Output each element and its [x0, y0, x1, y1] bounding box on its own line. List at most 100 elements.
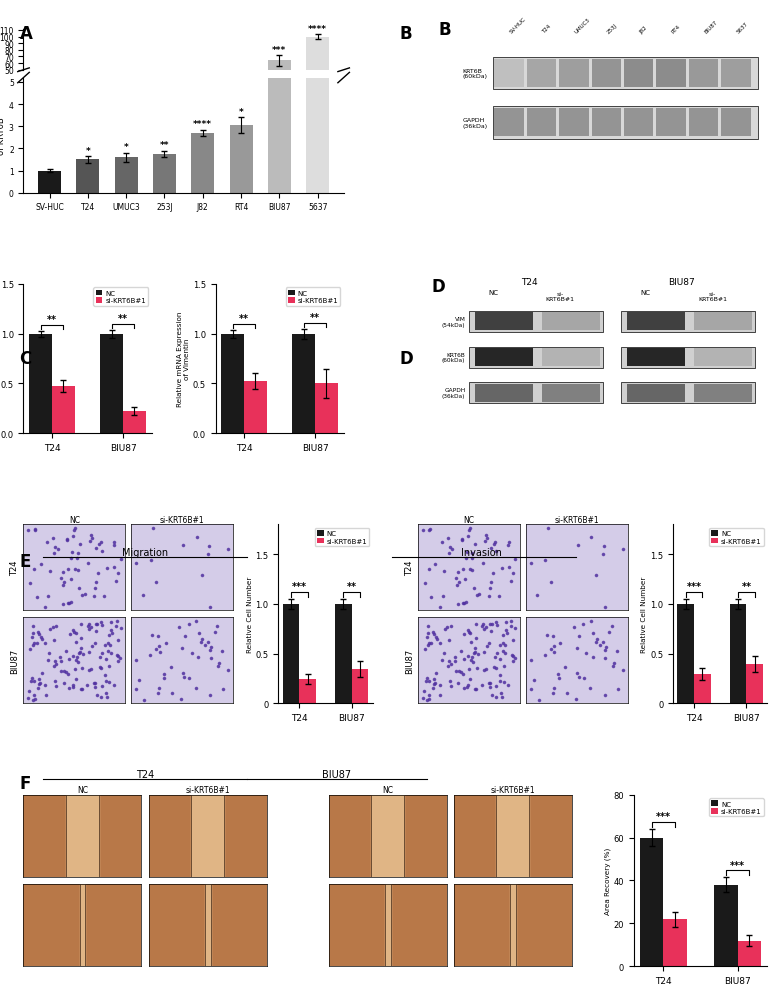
- Point: [455, 665, 467, 680]
- Point: [91, 687, 103, 703]
- Point: [172, 619, 185, 635]
- Point: [222, 663, 235, 678]
- Point: [461, 679, 474, 695]
- Bar: [100, 334, 123, 434]
- Point: [178, 669, 190, 685]
- Point: [138, 692, 150, 708]
- Point: [507, 648, 519, 664]
- Title: si-KRT6B#1: si-KRT6B#1: [490, 785, 535, 794]
- Point: [494, 668, 507, 683]
- Legend: NC, si-KRT6B#1: NC, si-KRT6B#1: [709, 799, 764, 816]
- Point: [136, 588, 149, 603]
- Point: [29, 522, 41, 537]
- Bar: [527, 60, 556, 88]
- Legend: NC, si-KRT6B#1: NC, si-KRT6B#1: [709, 528, 764, 546]
- Text: F: F: [20, 774, 31, 792]
- Point: [31, 635, 43, 651]
- Point: [426, 624, 438, 640]
- Point: [580, 645, 593, 661]
- Point: [204, 651, 217, 667]
- Point: [423, 691, 435, 707]
- Point: [429, 629, 442, 645]
- Point: [417, 523, 429, 538]
- Point: [199, 638, 211, 654]
- Point: [34, 675, 46, 691]
- Point: [38, 636, 51, 652]
- Point: [603, 624, 615, 640]
- Text: ***: ***: [292, 582, 307, 592]
- Point: [478, 622, 490, 638]
- Point: [130, 555, 143, 571]
- Point: [470, 616, 482, 632]
- Point: [476, 618, 489, 634]
- Point: [466, 562, 478, 578]
- Point: [590, 635, 602, 651]
- Point: [86, 639, 99, 655]
- Point: [496, 561, 508, 577]
- Point: [24, 641, 37, 657]
- Point: [70, 653, 82, 669]
- Point: [99, 637, 111, 653]
- Point: [490, 678, 503, 694]
- Point: [192, 650, 204, 666]
- Point: [421, 638, 434, 654]
- Point: [175, 641, 188, 657]
- Text: **: **: [47, 315, 57, 324]
- Point: [428, 671, 440, 687]
- Point: [444, 539, 456, 555]
- Point: [507, 653, 519, 669]
- Point: [176, 666, 189, 681]
- Bar: [510, 883, 515, 966]
- Point: [27, 692, 39, 708]
- Point: [451, 577, 464, 593]
- Point: [539, 553, 551, 569]
- Point: [62, 562, 74, 578]
- Point: [539, 647, 551, 663]
- Bar: [677, 604, 694, 704]
- Point: [420, 670, 433, 686]
- Bar: [559, 60, 589, 88]
- Text: si-
KRT6B#1: si- KRT6B#1: [698, 291, 727, 302]
- Title: NC: NC: [77, 785, 88, 794]
- Point: [571, 666, 583, 681]
- Bar: [493, 106, 758, 139]
- Point: [597, 634, 609, 650]
- Point: [548, 644, 561, 660]
- Point: [26, 629, 38, 645]
- Point: [34, 629, 47, 645]
- Point: [28, 635, 41, 651]
- Bar: [468, 383, 603, 404]
- Point: [49, 654, 61, 669]
- Point: [106, 626, 118, 642]
- Point: [35, 666, 48, 681]
- Text: T24: T24: [542, 24, 552, 35]
- Point: [617, 541, 630, 557]
- Text: GAPDH
(36kDa): GAPDH (36kDa): [442, 388, 465, 399]
- Text: NC: NC: [488, 290, 498, 296]
- Text: KRT6B
(60kDa): KRT6B (60kDa): [463, 68, 488, 79]
- Point: [504, 573, 517, 589]
- Point: [438, 646, 450, 662]
- Point: [423, 562, 435, 578]
- Point: [27, 618, 39, 634]
- Bar: [222, 334, 244, 434]
- Point: [189, 613, 202, 629]
- Text: D: D: [399, 350, 413, 368]
- Legend: NC, si-KRT6B#1: NC, si-KRT6B#1: [286, 288, 340, 307]
- Point: [100, 685, 113, 701]
- Point: [28, 523, 41, 538]
- Point: [483, 675, 496, 691]
- Text: SV-HUC: SV-HUC: [509, 17, 527, 35]
- Y-axis label: Relative Cell Number: Relative Cell Number: [641, 576, 648, 653]
- Point: [496, 689, 508, 705]
- Point: [64, 594, 77, 609]
- Point: [544, 575, 557, 591]
- Point: [463, 523, 475, 538]
- Point: [430, 666, 442, 681]
- Point: [547, 681, 560, 697]
- Bar: [494, 60, 524, 88]
- Legend: NC, si-KRT6B#1: NC, si-KRT6B#1: [315, 528, 369, 546]
- Point: [93, 660, 106, 675]
- Point: [66, 544, 78, 560]
- Point: [114, 551, 127, 567]
